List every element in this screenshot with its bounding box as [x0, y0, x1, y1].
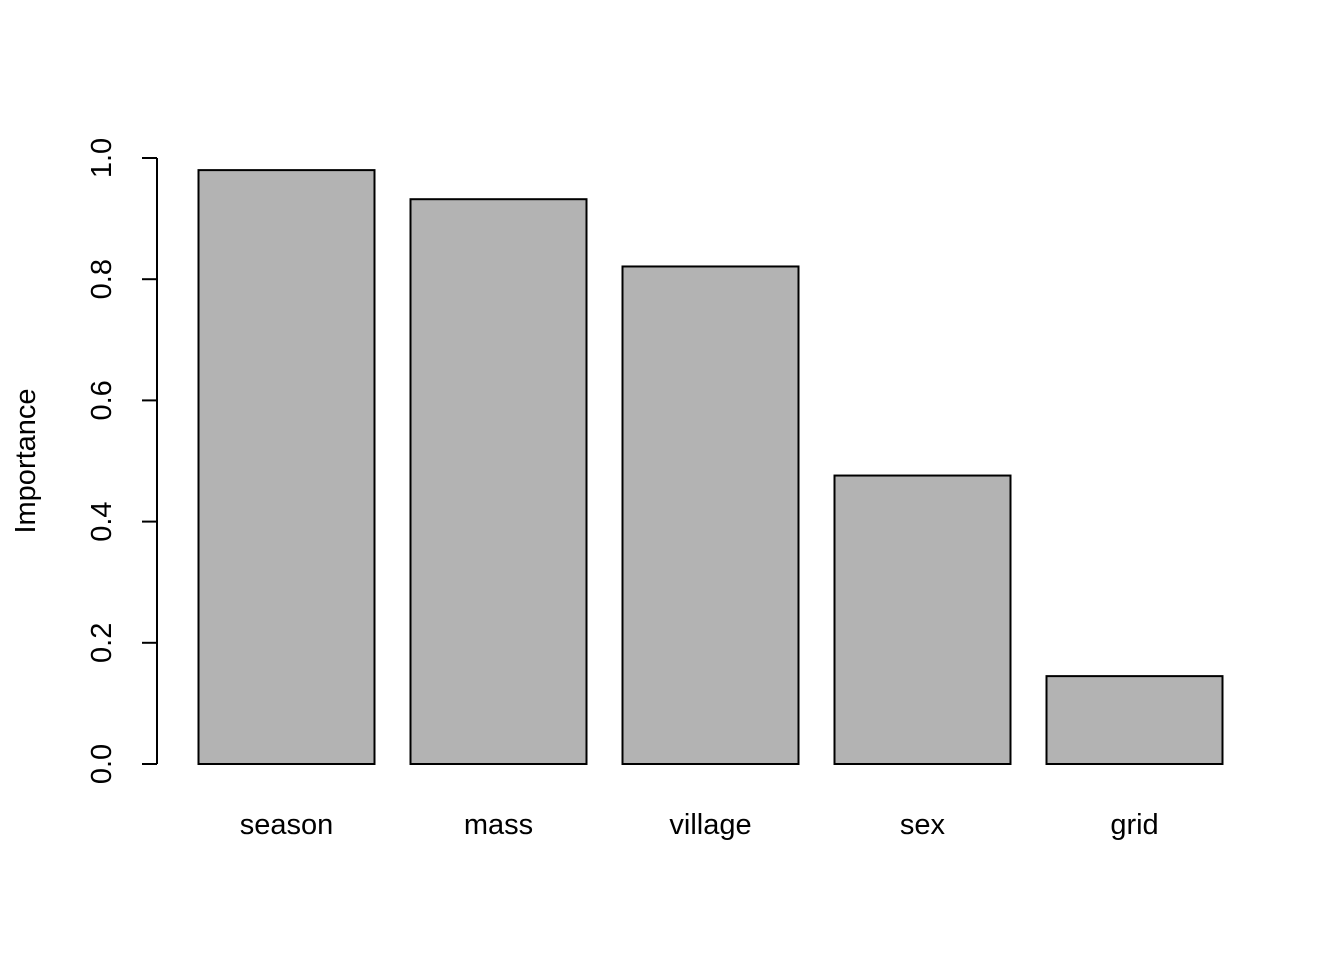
y-tick-label: 1.0	[86, 138, 118, 178]
x-tick-label: grid	[1110, 809, 1158, 841]
y-tick-label: 0.4	[86, 501, 118, 541]
y-axis-title: Importance	[10, 388, 42, 533]
bar-grid	[1045, 675, 1224, 766]
bar-village	[621, 265, 800, 765]
y-tick-label: 0.0	[86, 744, 118, 784]
y-tick-label: 0.2	[86, 623, 118, 663]
y-axis: 0.0 0.2 0.4 0.6 0.8 1.0	[86, 138, 158, 784]
x-tick-label: mass	[464, 809, 533, 841]
x-axis-labels: season mass village sex grid	[240, 809, 1159, 841]
bar-season	[197, 169, 376, 765]
bar-mass	[409, 198, 588, 765]
x-tick-label: season	[240, 809, 334, 841]
y-tick-label: 0.8	[86, 259, 118, 299]
bar-sex	[833, 474, 1012, 765]
x-tick-label: village	[669, 809, 751, 841]
y-tick-label: 0.6	[86, 380, 118, 420]
x-tick-label: sex	[900, 809, 946, 841]
bars	[197, 169, 1224, 766]
